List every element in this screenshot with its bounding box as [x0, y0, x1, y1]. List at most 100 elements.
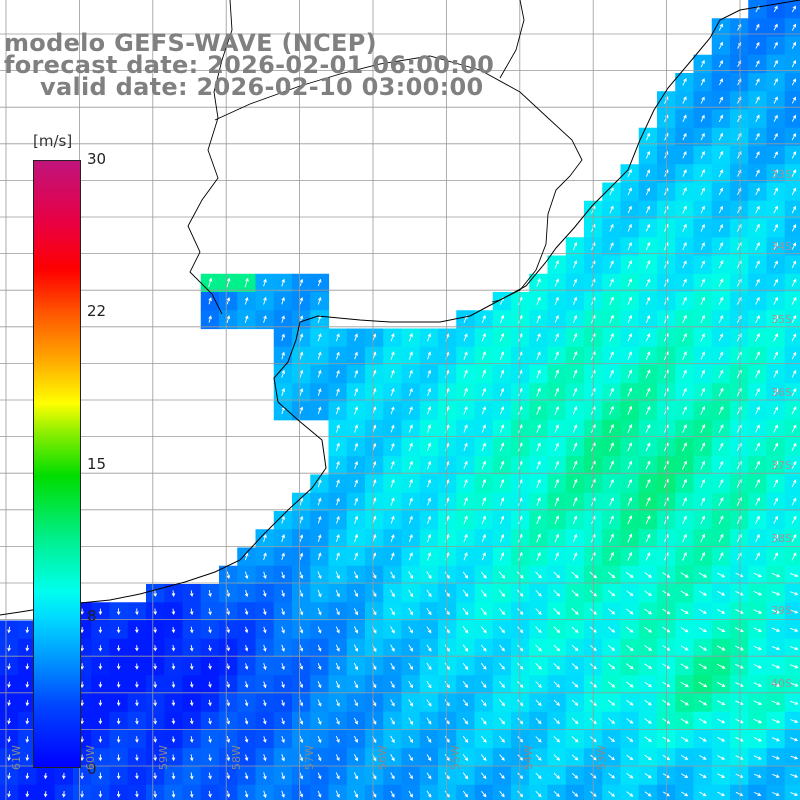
wind-arrow	[462, 735, 469, 743]
wind-arrow	[553, 736, 561, 743]
wind-arrow	[717, 590, 726, 596]
wind-arrow	[626, 736, 634, 742]
wind-arrow	[281, 369, 286, 378]
wind-arrow	[335, 442, 340, 451]
wind-arrow	[281, 681, 285, 689]
wind-arrow	[171, 645, 176, 652]
wind-arrow	[773, 260, 778, 269]
wind-arrow	[317, 351, 322, 360]
wind-arrow	[426, 608, 432, 616]
wind-arrow	[771, 609, 781, 614]
wind-arrow	[608, 754, 615, 761]
wind-arrow	[626, 572, 634, 578]
wind-arrow	[390, 662, 395, 671]
wind-arrow	[554, 278, 559, 287]
wind-arrow	[626, 590, 634, 597]
wind-arrow	[480, 644, 487, 652]
wind-arrow	[299, 296, 304, 305]
wind-arrow	[480, 699, 487, 707]
wind-arrow	[354, 533, 359, 543]
wind-arrow	[735, 572, 744, 578]
wind-arrow	[426, 772, 432, 780]
wind-cell	[638, 784, 658, 800]
wind-arrow	[700, 278, 705, 287]
wind-cell	[784, 419, 800, 439]
wind-arrow	[717, 791, 726, 797]
wind-arrow	[427, 406, 432, 415]
wind-arrow	[645, 515, 651, 525]
wind-arrow	[698, 663, 708, 669]
wind-cell	[292, 784, 311, 800]
wind-arrow	[499, 351, 505, 360]
wind-arrow	[627, 460, 633, 470]
wind-cell	[273, 784, 293, 800]
wind-arrow	[408, 333, 413, 342]
wind-cell	[255, 784, 275, 800]
wind-arrow	[608, 626, 616, 633]
wind-arrow	[626, 791, 634, 797]
wind-arrow	[535, 608, 542, 615]
wind-arrow	[791, 59, 797, 68]
wind-cell	[565, 784, 585, 800]
wind-arrow	[499, 460, 505, 470]
wind-arrow	[662, 791, 670, 797]
wind-arrow	[698, 590, 708, 596]
wind-arrow	[700, 369, 705, 378]
wind-arrow	[244, 699, 249, 707]
wind-arrow	[426, 699, 432, 707]
wind-arrow	[627, 369, 633, 379]
wind-cell	[200, 784, 220, 800]
wind-arrow	[281, 351, 285, 360]
wind-arrow	[609, 223, 614, 232]
wind-arrow	[7, 663, 11, 670]
wind-arrow	[609, 242, 614, 250]
wind-cell	[784, 602, 800, 622]
wind-arrow	[773, 59, 778, 68]
wind-arrow	[244, 790, 249, 798]
wind-arrow	[700, 205, 705, 214]
wind-arrow	[98, 772, 103, 780]
wind-arrow	[682, 96, 687, 104]
wind-arrow	[116, 754, 121, 762]
wind-cell	[784, 784, 800, 800]
wind-arrow	[755, 78, 760, 86]
wind-arrow	[262, 717, 267, 725]
wind-arrow	[427, 387, 432, 397]
wind-cell	[383, 784, 403, 800]
wind-arrow	[645, 223, 651, 232]
wind-arrow	[773, 314, 779, 324]
wind-arrow	[480, 571, 487, 579]
wind-arrow	[335, 717, 340, 725]
wind-arrow	[426, 589, 432, 598]
wind-arrow	[627, 387, 633, 397]
wind-arrow	[390, 534, 395, 542]
wind-arrow	[390, 479, 395, 488]
wind-arrow	[700, 314, 706, 324]
title-forecast-date: forecast date: 2026-02-01 06:00:00	[4, 51, 495, 79]
wind-arrow	[299, 278, 304, 287]
wind-cell	[784, 292, 800, 311]
wind-arrow	[791, 497, 797, 506]
wind-arrow	[609, 478, 614, 488]
wind-arrow	[499, 497, 505, 506]
wind-arrow	[535, 662, 542, 670]
wind-arrow	[208, 772, 212, 780]
wind-arrow	[790, 792, 799, 797]
wind-arrow	[627, 478, 633, 488]
wind-arrow	[408, 479, 413, 488]
wind-arrow	[700, 351, 705, 360]
wind-arrow	[481, 478, 486, 488]
wind-arrow	[481, 333, 486, 342]
wind-arrow	[536, 387, 541, 397]
colorbar-tick: 8	[87, 607, 97, 625]
wind-cell	[784, 711, 800, 731]
wind-arrow	[682, 332, 687, 342]
wind-arrow	[444, 699, 450, 707]
wind-arrow	[680, 699, 689, 706]
wind-arrow	[171, 754, 176, 762]
wind-arrow	[627, 405, 633, 415]
wind-arrow	[554, 460, 559, 470]
wind-arrow	[354, 515, 359, 524]
wind-arrow	[772, 773, 780, 778]
wind-arrow	[700, 551, 706, 561]
